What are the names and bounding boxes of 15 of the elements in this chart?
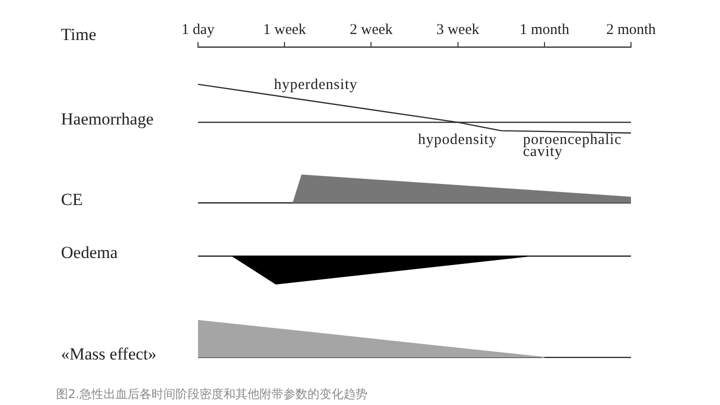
y-axis-title: «Mass effect» [61,344,157,364]
x-tick-label: 2 month [606,22,656,38]
x-tick-label: 1 week [263,22,307,38]
annotation: hypodensity [418,132,497,148]
caption: 图2.急性出血后各时间阶段密度和其他附带参数的变化趋势 [56,387,368,402]
x-tick-label: 3 week [436,22,480,38]
y-axis-title: Haemorrhage [61,109,154,128]
y-axis-title: Oedema [61,243,118,262]
x-axis-title: Time [61,25,96,44]
x-tick-label: 2 week [350,22,394,38]
x-tick-label: 1 month [520,22,570,38]
annotation: hyperdensity [274,77,358,93]
annotation: poroencephalic cavity [523,132,622,160]
x-tick-label: 1 day [182,22,215,38]
y-axis-title: CE [61,190,83,209]
